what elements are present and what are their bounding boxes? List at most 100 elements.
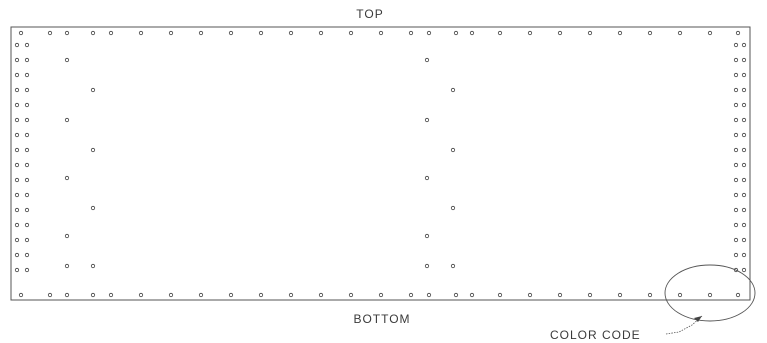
- right-edge-hole: [741, 102, 747, 108]
- left-edge-hole: [14, 267, 20, 273]
- bottom-edge-hole: [138, 292, 144, 298]
- left-edge-hole: [24, 207, 30, 213]
- top-edge-hole: [47, 30, 53, 36]
- left-edge-hole: [14, 132, 20, 138]
- bottom-edge-hole: [318, 292, 324, 298]
- panel-outline: [10, 26, 751, 301]
- color-code-label: COLOR CODE: [550, 328, 641, 342]
- left-edge-hole: [24, 72, 30, 78]
- left-edge-hole: [14, 192, 20, 198]
- top-edge-hole: [228, 30, 234, 36]
- top-edge-hole: [497, 30, 503, 36]
- rivet-holes: [14, 30, 747, 298]
- top-label: TOP: [356, 7, 383, 21]
- top-edge-hole: [469, 30, 475, 36]
- top-edge-hole: [198, 30, 204, 36]
- bottom-edge-hole: [228, 292, 234, 298]
- frame-hole: [450, 205, 456, 211]
- left-edge-hole: [14, 42, 20, 48]
- left-edge-hole: [14, 57, 20, 63]
- bottom-edge-hole: [677, 292, 683, 298]
- right-edge-hole: [733, 162, 739, 168]
- bottom-edge-hole: [707, 292, 713, 298]
- top-edge-hole: [677, 30, 683, 36]
- bottom-edge-hole: [168, 292, 174, 298]
- bottom-edge-hole: [735, 292, 741, 298]
- left-edge-hole: [24, 132, 30, 138]
- right-edge-hole: [741, 87, 747, 93]
- top-edge-hole: [378, 30, 384, 36]
- left-edge-hole: [24, 162, 30, 168]
- bottom-edge-hole: [18, 292, 24, 298]
- bottom-edge-hole: [47, 292, 53, 298]
- top-edge-hole: [735, 30, 741, 36]
- frame-hole: [90, 147, 96, 153]
- frame-hole: [424, 57, 430, 63]
- bottom-edge-hole: [647, 292, 653, 298]
- right-edge-hole: [741, 72, 747, 78]
- right-edge-hole: [741, 267, 747, 273]
- bottom-edge-hole: [64, 292, 70, 298]
- bottom-label: BOTTOM: [353, 312, 410, 326]
- top-edge-hole: [318, 30, 324, 36]
- top-edge-hole: [288, 30, 294, 36]
- top-edge-hole: [557, 30, 563, 36]
- right-edge-hole: [741, 117, 747, 123]
- frame-hole: [90, 87, 96, 93]
- right-edge-hole: [741, 222, 747, 228]
- frame-hole: [64, 175, 70, 181]
- bottom-edge-hole: [617, 292, 623, 298]
- top-edge-hole: [348, 30, 354, 36]
- right-edge-hole: [733, 147, 739, 153]
- frame-hole: [424, 263, 430, 269]
- top-edge-hole: [408, 30, 414, 36]
- left-edge-hole: [24, 222, 30, 228]
- bottom-edge-hole: [258, 292, 264, 298]
- left-edge-hole: [24, 237, 30, 243]
- right-edge-hole: [733, 192, 739, 198]
- bottom-edge-hole: [378, 292, 384, 298]
- left-edge-hole: [24, 252, 30, 258]
- right-edge-hole: [741, 237, 747, 243]
- right-edge-hole: [733, 57, 739, 63]
- top-edge-hole: [527, 30, 533, 36]
- frame-hole: [64, 57, 70, 63]
- top-edge-hole: [108, 30, 114, 36]
- frame-hole: [450, 147, 456, 153]
- left-edge-hole: [24, 87, 30, 93]
- bottom-edge-hole: [497, 292, 503, 298]
- top-edge-hole: [587, 30, 593, 36]
- top-edge-hole: [18, 30, 24, 36]
- right-edge-hole: [733, 42, 739, 48]
- left-edge-hole: [24, 57, 30, 63]
- right-edge-hole: [733, 207, 739, 213]
- left-edge-hole: [24, 117, 30, 123]
- right-edge-hole: [733, 252, 739, 258]
- left-edge-hole: [14, 252, 20, 258]
- top-edge-hole: [453, 30, 459, 36]
- frame-hole: [90, 263, 96, 269]
- right-edge-hole: [741, 42, 747, 48]
- top-edge-hole: [617, 30, 623, 36]
- right-edge-hole: [733, 132, 739, 138]
- top-edge-hole: [258, 30, 264, 36]
- top-edge-hole: [426, 30, 432, 36]
- left-edge-hole: [24, 267, 30, 273]
- bottom-edge-hole: [557, 292, 563, 298]
- left-edge-hole: [24, 147, 30, 153]
- frame-hole: [424, 233, 430, 239]
- left-edge-hole: [14, 87, 20, 93]
- color-code-callout-ellipse: [664, 264, 756, 322]
- right-edge-hole: [741, 147, 747, 153]
- right-edge-hole: [733, 177, 739, 183]
- leader-arrowhead: [694, 316, 702, 322]
- right-edge-hole: [733, 87, 739, 93]
- top-edge-hole: [168, 30, 174, 36]
- frame-hole: [424, 117, 430, 123]
- top-edge-hole: [90, 30, 96, 36]
- bottom-edge-hole: [426, 292, 432, 298]
- left-edge-hole: [24, 177, 30, 183]
- bottom-edge-hole: [469, 292, 475, 298]
- right-edge-hole: [733, 72, 739, 78]
